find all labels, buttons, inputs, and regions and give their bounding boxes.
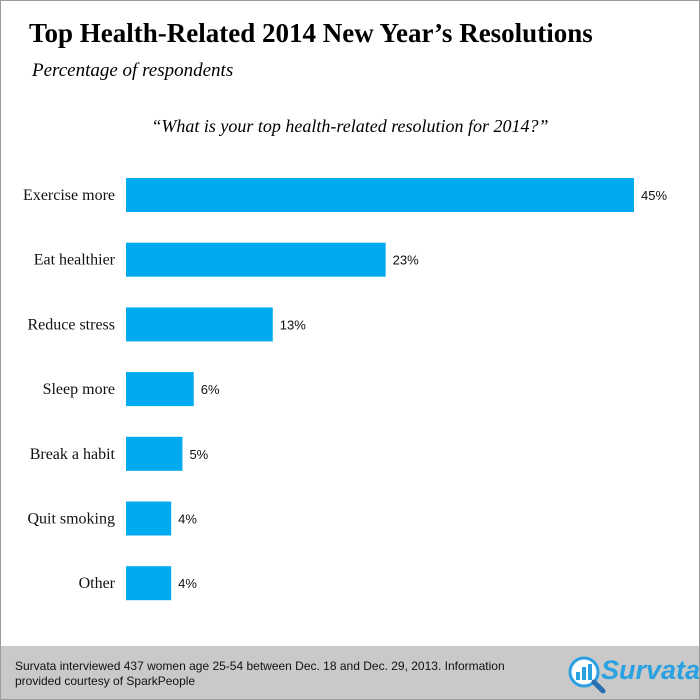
- value-label: 45%: [641, 188, 667, 203]
- bar-chart: Exercise more 45% Eat healthier 23% Reduce s…: [23, 178, 667, 601]
- value-label: 5%: [189, 447, 208, 462]
- value-label: 4%: [178, 576, 197, 591]
- logo-wordmark: Survata: [601, 655, 700, 685]
- value-label: 13%: [280, 317, 306, 332]
- value-label: 6%: [201, 382, 220, 397]
- bar: [126, 501, 172, 536]
- category-label: Break a habit: [30, 446, 116, 463]
- chart-title: Top Health-Related 2014 New Year’s Resol…: [29, 18, 593, 48]
- footer-bar: Survata interviewed 437 women age 25-54 …: [1, 646, 700, 699]
- category-label: Other: [79, 575, 116, 592]
- bar: [126, 178, 634, 212]
- category-label: Quit smoking: [27, 511, 115, 528]
- category-label: Sleep more: [43, 381, 115, 398]
- bar: [126, 436, 183, 471]
- bar: [126, 372, 194, 407]
- value-label: 23%: [393, 253, 419, 268]
- chart-subtitle: Percentage of respondents: [32, 60, 234, 81]
- bar: [126, 566, 172, 601]
- footer-note: Survata interviewed 437 women age 25-54 …: [15, 659, 505, 688]
- category-label: Eat healthier: [34, 252, 116, 269]
- value-label: 4%: [178, 512, 197, 527]
- bar: [126, 307, 273, 342]
- survey-question: “What is your top health-related resolut…: [151, 116, 549, 136]
- category-label: Reduce stress: [27, 316, 115, 333]
- category-label: Exercise more: [23, 187, 115, 204]
- magnifier-chart-icon: [568, 656, 606, 694]
- bar: [126, 242, 386, 277]
